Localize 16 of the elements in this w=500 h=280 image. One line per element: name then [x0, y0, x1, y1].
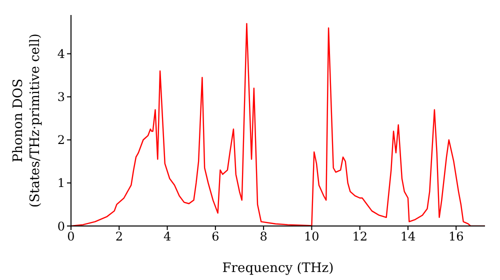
x-tick-label: 2 [115, 230, 123, 244]
x-tick-label: 8 [260, 230, 268, 244]
y-axis-title: Phonon DOS (States/THz·primitive cell) [11, 33, 43, 208]
y-tick-label: 2 [57, 133, 65, 148]
y-tick-label: 4 [57, 47, 66, 62]
y-tick-label: 3 [57, 90, 65, 104]
x-tick-label: 14 [400, 230, 416, 244]
y-tick-label: 1 [57, 176, 65, 190]
y-tick-label: 0 [57, 219, 65, 234]
x-tick-label: 4 [163, 230, 172, 244]
x-axis-title: Frequency (THz) [222, 261, 334, 276]
x-tick-label: 6 [212, 230, 220, 244]
x-tick-label: 16 [448, 230, 464, 244]
x-tick-label: 12 [352, 230, 368, 244]
x-tick-label: 10 [304, 230, 320, 244]
x-tick-label: 0 [67, 230, 75, 244]
